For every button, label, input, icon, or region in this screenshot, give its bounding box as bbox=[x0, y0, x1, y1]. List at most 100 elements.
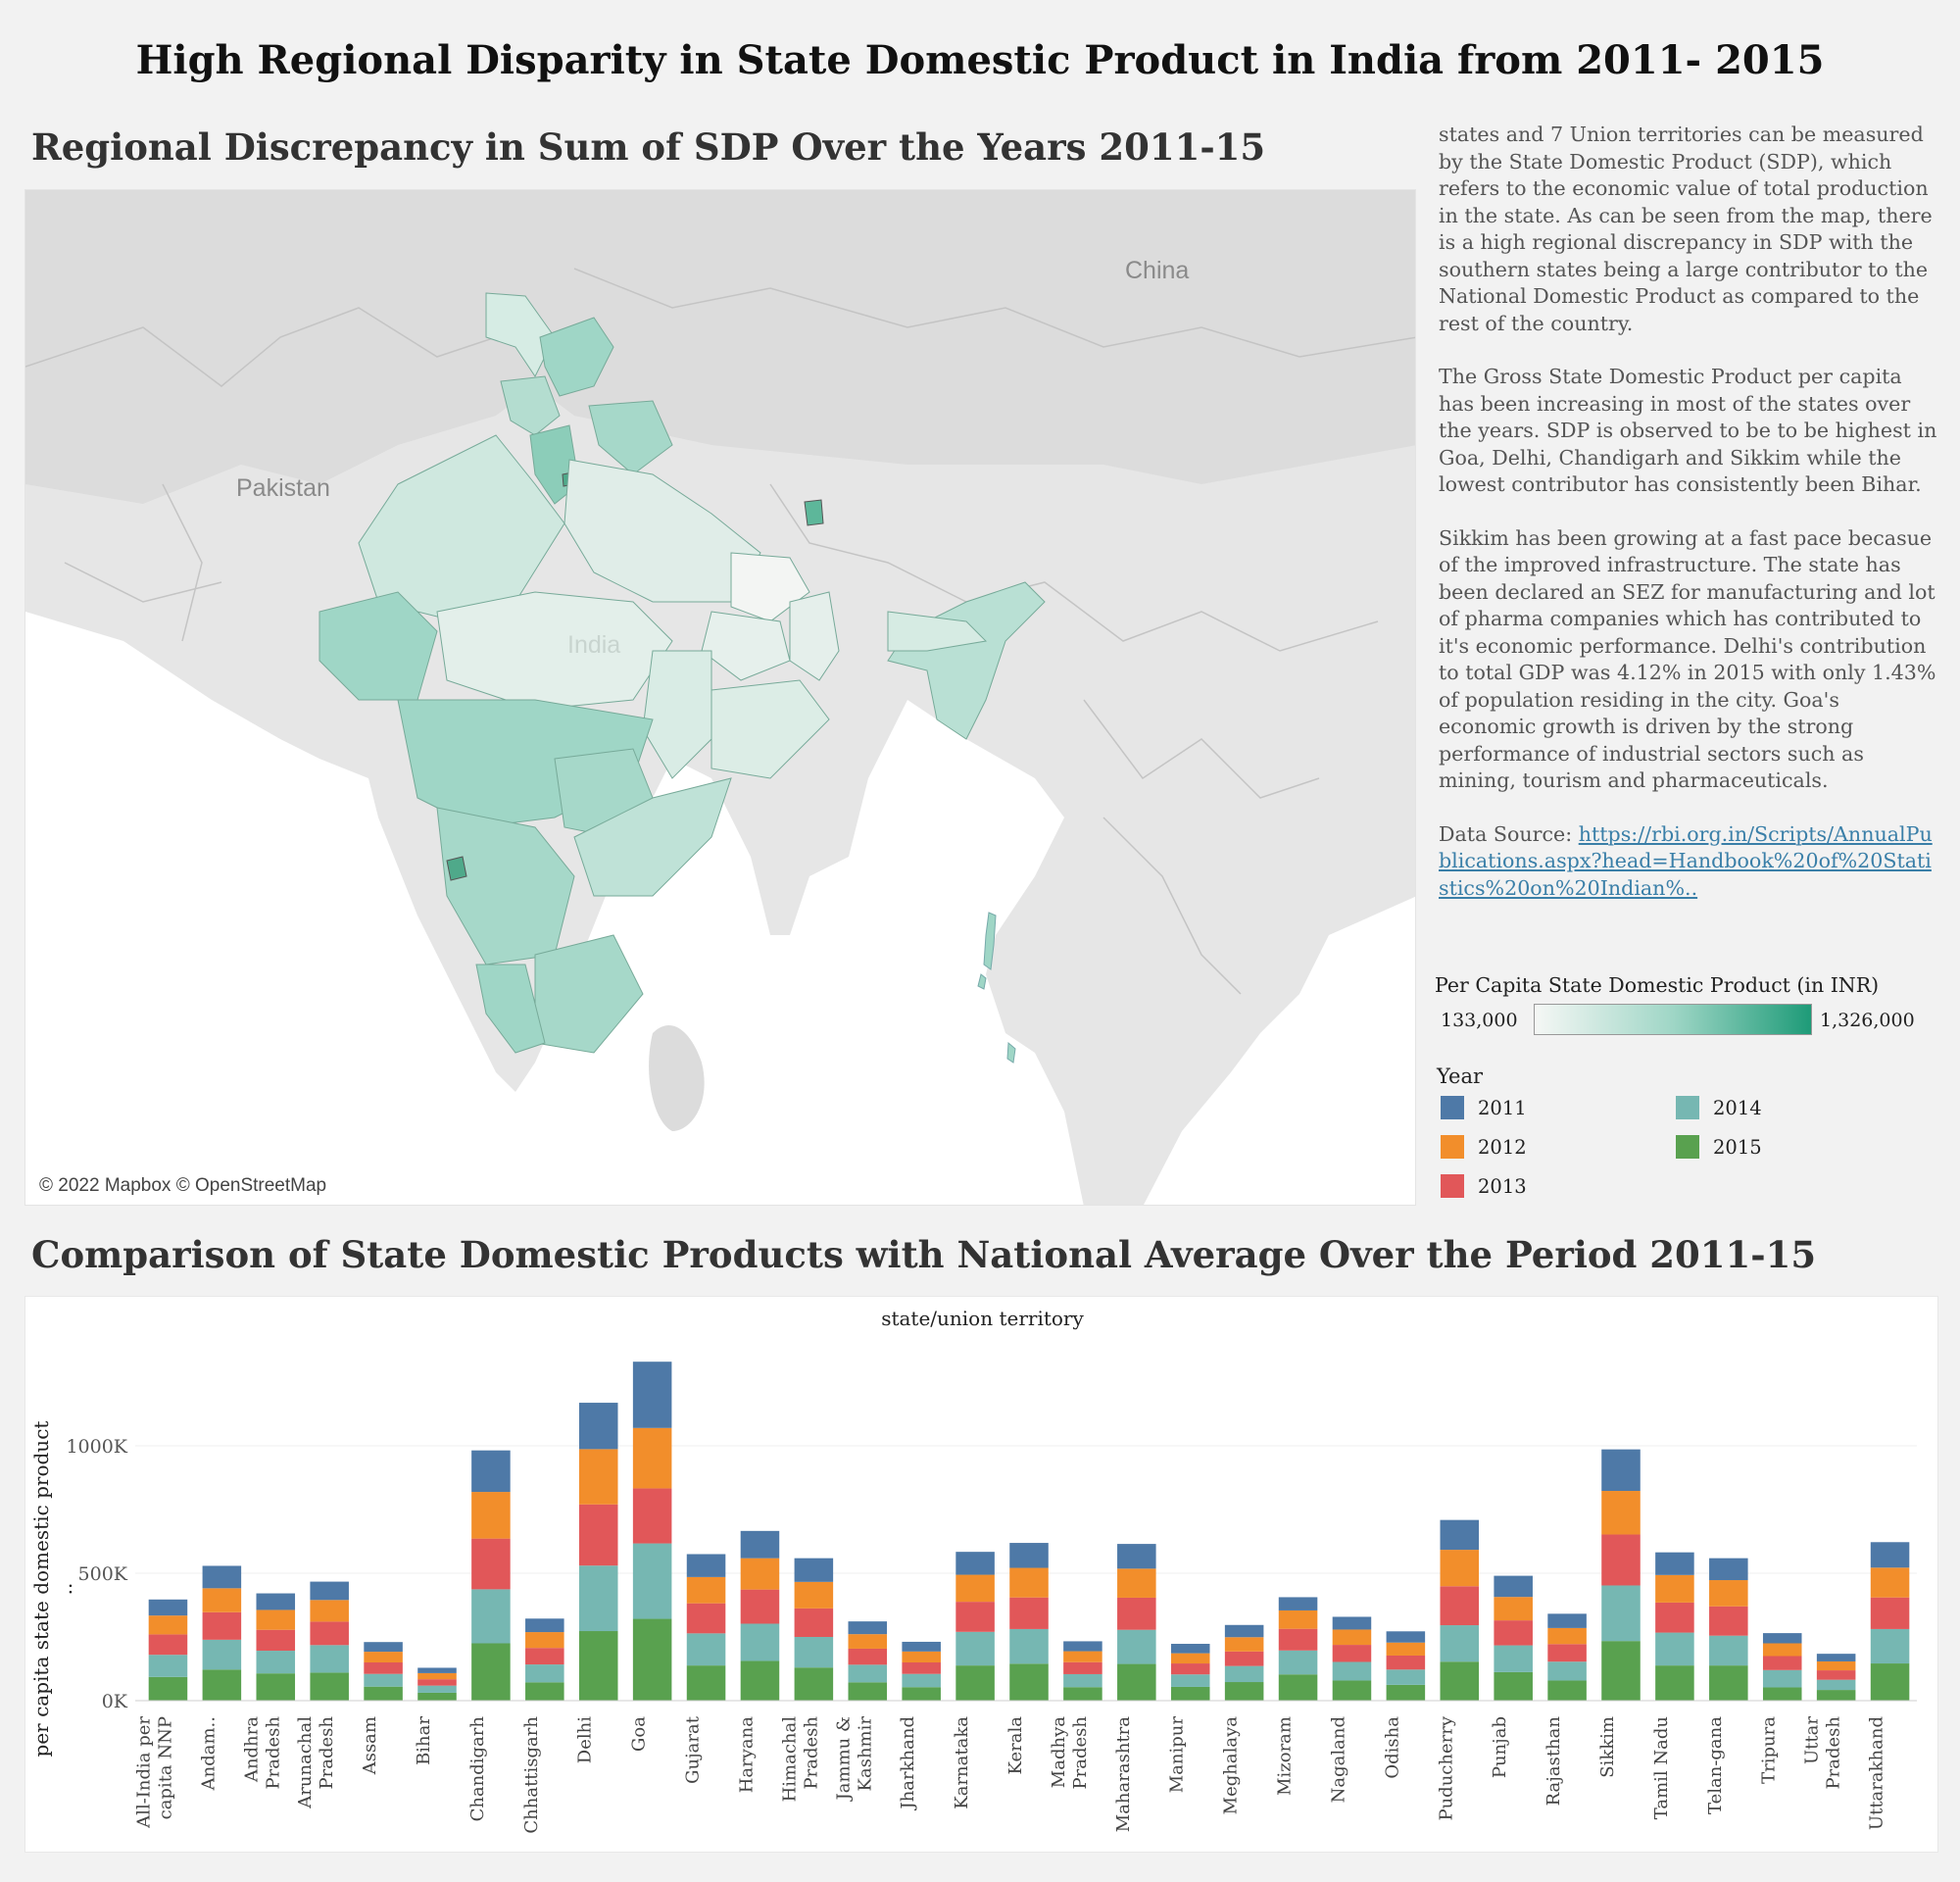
bar-segment-2012 bbox=[632, 1427, 672, 1489]
bar-segment-2014 bbox=[202, 1639, 242, 1670]
bar-segment-2013 bbox=[1547, 1644, 1587, 1662]
bar-segment-2015 bbox=[794, 1667, 834, 1701]
bar-segment-2014 bbox=[1870, 1628, 1910, 1664]
bar-segment-2013 bbox=[1224, 1651, 1264, 1666]
bar-segment-2013 bbox=[578, 1504, 618, 1566]
bar-segment-2013 bbox=[902, 1662, 941, 1674]
bar-segment-2011 bbox=[202, 1565, 242, 1589]
year-legend-item-2013[interactable]: 2013 bbox=[1441, 1174, 1527, 1198]
bar-segment-2012 bbox=[1709, 1580, 1748, 1607]
bar-segment-2015 bbox=[848, 1682, 888, 1701]
bar-segment-2013 bbox=[202, 1611, 242, 1640]
bar-segment-2013 bbox=[1870, 1597, 1910, 1629]
bar-segment-2013 bbox=[1332, 1645, 1372, 1662]
x-tick-label: Pradesh bbox=[317, 1716, 337, 1790]
data-source-link[interactable]: https://rbi.org.in/Scripts/AnnualPublica… bbox=[1439, 821, 1933, 900]
bar-segment-2011 bbox=[148, 1599, 188, 1616]
x-tick-label: Manipur bbox=[1167, 1716, 1188, 1794]
bar-segment-2013 bbox=[632, 1488, 672, 1544]
bar-segment-2014 bbox=[740, 1623, 780, 1661]
bar-segment-2014 bbox=[632, 1543, 672, 1619]
bar-segment-2014 bbox=[1386, 1669, 1426, 1685]
map-canvas bbox=[25, 190, 1415, 1205]
bar-segment-2011 bbox=[310, 1581, 349, 1601]
color-legend-min: 133,000 bbox=[1441, 1010, 1518, 1031]
bar-segment-2014 bbox=[1278, 1650, 1318, 1675]
bar-segment-2015 bbox=[1816, 1690, 1856, 1701]
dashboard-title: High Regional Disparity in State Domesti… bbox=[135, 37, 1825, 83]
x-tick-label: Meghalaya bbox=[1221, 1716, 1242, 1815]
bar-segment-2013 bbox=[686, 1603, 726, 1634]
bar-segment-2013 bbox=[1440, 1586, 1480, 1626]
bar-segment-2011 bbox=[471, 1450, 511, 1493]
bar-segment-2013 bbox=[1170, 1663, 1210, 1675]
x-tick-label: Kashmir bbox=[855, 1716, 875, 1792]
bar-segment-2012 bbox=[1870, 1567, 1910, 1598]
bar-segment-2015 bbox=[202, 1669, 242, 1701]
map-label-india: India bbox=[567, 631, 621, 659]
x-tick-label: Assam bbox=[360, 1716, 380, 1775]
bar-segment-2013 bbox=[956, 1602, 995, 1632]
bar-segment-2015 bbox=[471, 1643, 511, 1701]
bar-segment-2012 bbox=[148, 1615, 188, 1635]
bar-segment-2012 bbox=[1386, 1642, 1426, 1656]
bar-segment-2014 bbox=[848, 1664, 888, 1683]
x-tick-label: Haryana bbox=[736, 1716, 757, 1794]
year-label-2014: 2014 bbox=[1713, 1096, 1762, 1119]
color-legend-max: 1,326,000 bbox=[1820, 1010, 1915, 1031]
x-tick-label: Punjab bbox=[1490, 1716, 1510, 1778]
year-legend-item-2012[interactable]: 2012 bbox=[1441, 1135, 1527, 1159]
x-tick-label: Sikkim bbox=[1597, 1716, 1618, 1778]
x-tick-label: Karnataka bbox=[952, 1716, 972, 1809]
bar-segment-2015 bbox=[1547, 1680, 1587, 1701]
bar-segment-2014 bbox=[794, 1637, 834, 1668]
year-swatch-2013 bbox=[1441, 1174, 1464, 1198]
bar-segment-2011 bbox=[578, 1403, 618, 1450]
y-tick-label: 0K bbox=[102, 1691, 128, 1712]
bar-segment-2015 bbox=[1332, 1680, 1372, 1701]
state-andhra bbox=[573, 777, 732, 897]
bar-segment-2015 bbox=[956, 1665, 995, 1701]
bar-segment-2015 bbox=[256, 1673, 296, 1701]
x-tick-label: Uttar bbox=[1802, 1716, 1823, 1764]
bar-segment-2012 bbox=[1762, 1643, 1802, 1657]
y-tick-label: 1000K bbox=[66, 1436, 127, 1458]
x-tick-label: Odisha bbox=[1382, 1716, 1402, 1779]
bar-chart-svg: 0K 500K 1000K All-India per capita NNP Andam.… bbox=[66, 1362, 1917, 1834]
bar-segment-2014 bbox=[310, 1645, 349, 1673]
bar-segment-2014 bbox=[525, 1664, 564, 1683]
bar-segment-2012 bbox=[1278, 1610, 1318, 1629]
bar-segment-2013 bbox=[1709, 1606, 1748, 1636]
color-legend-ramp bbox=[1534, 1004, 1812, 1035]
bar-segment-2015 bbox=[740, 1660, 780, 1701]
year-legend-item-2011[interactable]: 2011 bbox=[1441, 1096, 1527, 1119]
bar-segment-2011 bbox=[740, 1530, 780, 1559]
basemap-north bbox=[25, 190, 1415, 504]
year-legend-item-2014[interactable]: 2014 bbox=[1676, 1096, 1762, 1119]
bar-segment-2012 bbox=[471, 1492, 511, 1539]
map-view[interactable]: China Pakistan India © 2022 Mapbox © Ope… bbox=[24, 189, 1416, 1206]
bar-segment-2015 bbox=[578, 1631, 618, 1701]
bar-segment-2014 bbox=[1547, 1661, 1587, 1681]
basemap-borders bbox=[25, 268, 1415, 995]
bar-segment-2014 bbox=[1816, 1679, 1856, 1691]
bar-segment-2012 bbox=[848, 1634, 888, 1649]
x-tick-label: Tamil Nadu bbox=[1651, 1716, 1672, 1819]
bar-segment-2015 bbox=[1440, 1661, 1480, 1701]
x-tick-label: Chandigarh bbox=[467, 1716, 488, 1822]
state-uttarakhand bbox=[588, 400, 673, 475]
year-legend-item-2015[interactable]: 2015 bbox=[1676, 1135, 1762, 1159]
bar-segment-2011 bbox=[525, 1618, 564, 1633]
bar-segment-2015 bbox=[1494, 1671, 1533, 1701]
bar-segment-2014 bbox=[148, 1655, 188, 1677]
x-tick-label: Himachal bbox=[779, 1716, 800, 1803]
bar-segment-2012 bbox=[956, 1574, 995, 1603]
bar-segment-2011 bbox=[902, 1641, 941, 1652]
bar-segment-2013 bbox=[417, 1679, 457, 1686]
x-tick-label: Telan-gana bbox=[1705, 1716, 1726, 1814]
bar-segment-2011 bbox=[417, 1667, 457, 1673]
bar-segment-2014 bbox=[1117, 1629, 1156, 1664]
x-tick-label: Pradesh bbox=[1824, 1716, 1844, 1790]
x-tick-label: Puducherry bbox=[1436, 1715, 1456, 1820]
bar-segment-2011 bbox=[1063, 1641, 1102, 1652]
